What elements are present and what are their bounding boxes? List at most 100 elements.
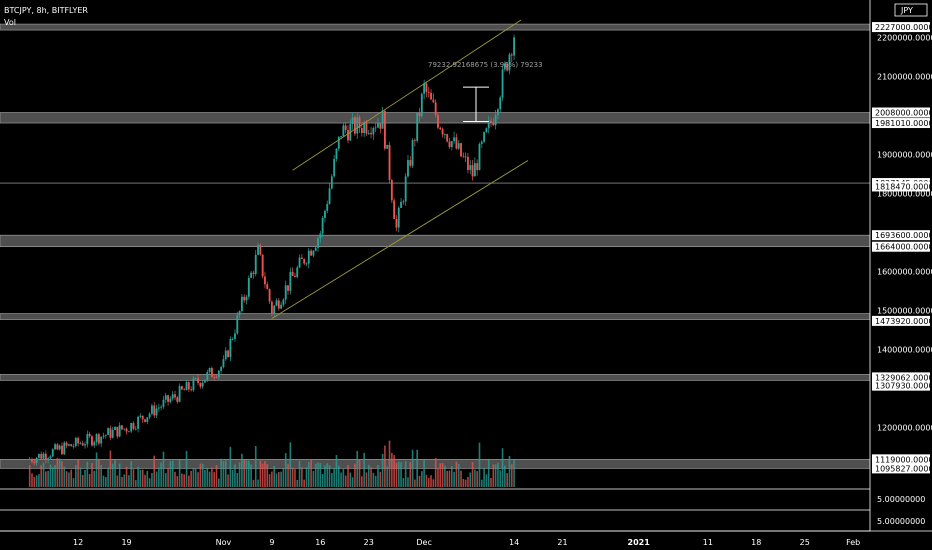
- candle-body: [224, 350, 227, 360]
- volume-bar: [414, 479, 416, 487]
- candle-body: [277, 300, 280, 309]
- candle-body: [305, 263, 308, 265]
- candle-body: [81, 443, 84, 446]
- x-tick-label: 16: [315, 538, 325, 547]
- candle-body: [381, 110, 384, 129]
- volume-bar: [513, 459, 515, 487]
- level-badge: [872, 230, 930, 241]
- candle-body: [243, 296, 246, 301]
- candle-body: [365, 122, 368, 134]
- candle-body: [231, 338, 234, 340]
- volume-bar: [294, 469, 296, 487]
- volume-bar: [367, 464, 370, 487]
- candle-body: [367, 132, 370, 134]
- candle-body: [314, 247, 317, 251]
- candle-body: [402, 201, 405, 203]
- candle-body: [141, 415, 144, 420]
- y-tick-label: 2100000.00000000: [877, 73, 932, 82]
- volume-bar: [397, 461, 400, 487]
- candle-body: [111, 429, 114, 438]
- candle-body: [453, 137, 456, 142]
- x-tick-label: 14: [509, 538, 519, 547]
- zone-band[interactable]: [0, 234, 871, 248]
- candle-body: [270, 301, 273, 315]
- zone-band[interactable]: [0, 374, 871, 381]
- volume-bar: [460, 470, 462, 487]
- candle-body: [266, 284, 269, 290]
- candle-body: [455, 137, 458, 149]
- volume-bar: [164, 473, 167, 487]
- volume-bar: [365, 472, 368, 487]
- candle-body: [61, 445, 63, 455]
- volume-bar: [58, 458, 61, 487]
- channel-lower-line[interactable]: [271, 160, 529, 319]
- candle-body: [107, 428, 110, 435]
- x-tick-label: 12: [73, 538, 83, 547]
- candle-body: [506, 63, 509, 71]
- candle-body: [321, 217, 324, 234]
- volume-bar: [326, 463, 329, 487]
- candle-body: [86, 433, 89, 445]
- volume-bar: [388, 440, 391, 487]
- volume-bar: [277, 471, 280, 487]
- candle-body: [448, 141, 451, 147]
- level-label: 1818470.00000000: [875, 182, 932, 191]
- candle-body: [160, 406, 163, 408]
- volume-bar: [137, 466, 139, 487]
- candle-body: [208, 367, 211, 372]
- candle-body: [250, 272, 253, 278]
- candle-body: [446, 134, 449, 142]
- volume-bar: [254, 446, 257, 487]
- y-tick-label: 1400000.00000000: [877, 346, 932, 355]
- volume-bar: [432, 479, 435, 487]
- volume-bar: [467, 476, 469, 487]
- candle-body: [146, 417, 149, 422]
- volume-bar: [261, 463, 264, 487]
- channel-upper-line[interactable]: [292, 19, 522, 171]
- candle-body: [469, 165, 472, 171]
- volume-bar: [107, 467, 109, 487]
- volume-bar: [478, 442, 481, 487]
- candle-body: [427, 92, 430, 93]
- candle-body: [171, 394, 174, 399]
- level-label: 1329062.00000000: [875, 373, 932, 382]
- candle-body: [144, 419, 146, 422]
- volume-bar: [125, 466, 128, 487]
- level-badge: [872, 463, 930, 474]
- candle-body: [393, 200, 396, 219]
- volume-bar: [340, 472, 342, 487]
- volume-bar: [474, 469, 476, 487]
- currency-badge[interactable]: [894, 3, 928, 17]
- candle-body: [148, 413, 151, 418]
- y-tick-label: 1200000.00000000: [877, 424, 932, 433]
- volume-bar: [457, 464, 460, 487]
- candle-body: [372, 127, 375, 135]
- volume-bar: [305, 467, 308, 487]
- volume-bar: [425, 474, 428, 487]
- candle-body: [121, 425, 123, 430]
- candle-body: [437, 115, 439, 128]
- candle-body: [91, 436, 93, 446]
- volume-bar: [54, 465, 56, 487]
- volume-bar: [298, 460, 301, 487]
- zone-band[interactable]: [0, 313, 871, 320]
- volume-bar: [303, 479, 305, 487]
- candle-body: [418, 113, 421, 117]
- volume-bar: [409, 461, 412, 487]
- candle-body: [404, 176, 407, 202]
- candle-body: [510, 54, 513, 56]
- level-badge: [872, 107, 930, 118]
- candle-body: [51, 449, 54, 457]
- volume-bar: [174, 471, 176, 487]
- volume-bar: [98, 458, 100, 487]
- candle-body: [104, 434, 107, 436]
- zone-band[interactable]: [0, 23, 871, 31]
- volume-bar: [141, 469, 144, 487]
- candle-body: [503, 63, 506, 70]
- level-badge: [872, 22, 930, 33]
- candle-body: [485, 128, 488, 133]
- candle-body: [499, 97, 502, 110]
- candle-body: [289, 271, 292, 291]
- candle-body: [344, 125, 347, 131]
